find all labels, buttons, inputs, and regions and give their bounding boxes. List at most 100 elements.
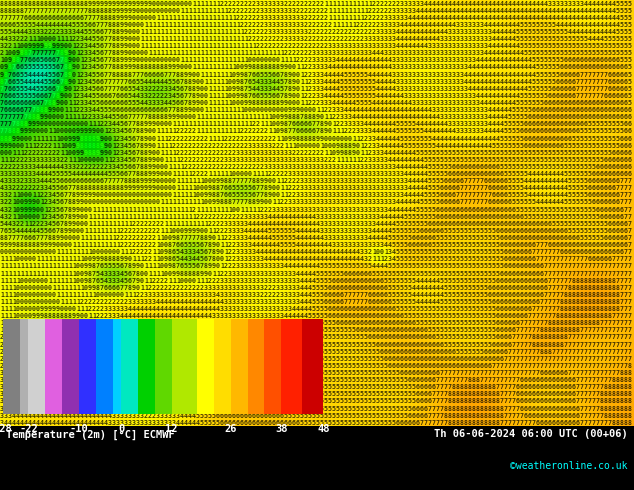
Text: 0: 0 <box>32 214 36 220</box>
Text: 9: 9 <box>0 143 4 148</box>
Text: 0: 0 <box>156 199 160 205</box>
Text: 5: 5 <box>488 264 492 270</box>
Text: 2: 2 <box>212 221 216 227</box>
Text: 6: 6 <box>388 320 392 326</box>
Text: 5: 5 <box>108 264 112 270</box>
Text: 7: 7 <box>540 299 544 305</box>
Text: 5: 5 <box>524 214 528 220</box>
Text: 6: 6 <box>216 413 220 418</box>
Text: 3: 3 <box>436 100 440 106</box>
Text: 8: 8 <box>288 79 292 85</box>
Text: 9: 9 <box>24 327 28 333</box>
Text: 1: 1 <box>36 264 40 270</box>
Text: 6: 6 <box>400 320 404 326</box>
Text: 6: 6 <box>596 100 600 106</box>
Text: 3: 3 <box>416 0 420 6</box>
Text: 9: 9 <box>172 270 176 276</box>
Text: 2: 2 <box>320 43 324 49</box>
Text: 7: 7 <box>244 86 248 92</box>
Text: 5: 5 <box>448 264 452 270</box>
Text: 3: 3 <box>284 278 288 284</box>
Text: 4: 4 <box>600 29 604 35</box>
Text: 6: 6 <box>524 235 528 241</box>
Text: 7: 7 <box>584 86 588 92</box>
Text: 1: 1 <box>104 228 108 234</box>
Text: 4: 4 <box>360 57 364 63</box>
Text: 0: 0 <box>132 29 136 35</box>
Text: 6: 6 <box>476 171 480 177</box>
Text: 0: 0 <box>128 29 132 35</box>
Text: 4: 4 <box>224 363 228 369</box>
Text: 3: 3 <box>80 86 84 92</box>
Text: 3: 3 <box>368 185 372 191</box>
Text: 5: 5 <box>572 193 576 198</box>
Text: 9: 9 <box>208 193 212 198</box>
Text: 5: 5 <box>572 157 576 163</box>
Text: 7: 7 <box>40 8 44 14</box>
Text: 1: 1 <box>300 93 304 99</box>
Text: 4: 4 <box>508 65 512 71</box>
Text: 1: 1 <box>224 79 228 85</box>
Text: 4: 4 <box>528 57 532 63</box>
Text: 0: 0 <box>28 285 32 291</box>
Text: 5: 5 <box>308 349 312 355</box>
Text: 4: 4 <box>312 278 316 284</box>
Text: 8: 8 <box>184 270 188 276</box>
Text: 4: 4 <box>340 100 344 106</box>
Text: 0: 0 <box>152 128 156 134</box>
Text: 4: 4 <box>304 264 308 270</box>
Text: 0: 0 <box>344 136 348 142</box>
Text: 8: 8 <box>84 143 88 148</box>
Text: 7: 7 <box>556 349 560 355</box>
Text: 4: 4 <box>64 406 68 412</box>
Text: 0: 0 <box>132 199 136 205</box>
Text: 0: 0 <box>168 57 172 63</box>
Text: 2: 2 <box>144 228 148 234</box>
Text: 6: 6 <box>104 100 108 106</box>
Text: 1: 1 <box>56 143 60 148</box>
Text: 1: 1 <box>92 122 96 127</box>
Text: 9: 9 <box>8 242 12 248</box>
Text: 7: 7 <box>288 122 292 127</box>
Text: 4: 4 <box>208 363 212 369</box>
Text: 8: 8 <box>588 320 592 326</box>
Text: 1: 1 <box>196 0 200 6</box>
Text: 0: 0 <box>296 143 300 148</box>
Text: 4: 4 <box>324 93 328 99</box>
Text: 2: 2 <box>268 207 272 213</box>
Text: 5: 5 <box>332 384 336 390</box>
Text: 5: 5 <box>196 406 200 412</box>
Text: 4: 4 <box>220 356 224 362</box>
Text: 0: 0 <box>116 249 120 255</box>
Text: 7: 7 <box>188 235 192 241</box>
Text: 1: 1 <box>272 128 276 134</box>
Text: 6: 6 <box>560 392 564 397</box>
Text: 2: 2 <box>220 270 224 276</box>
Text: 2: 2 <box>336 122 340 127</box>
Text: 4: 4 <box>440 0 444 6</box>
Text: 4: 4 <box>60 420 64 426</box>
Text: 4: 4 <box>416 8 420 14</box>
Text: 1: 1 <box>44 136 48 142</box>
Text: 3: 3 <box>420 86 424 92</box>
Text: 5: 5 <box>156 327 160 333</box>
Text: 4: 4 <box>400 164 404 170</box>
Text: 0: 0 <box>112 292 116 298</box>
Text: 6: 6 <box>52 86 56 92</box>
Text: 8: 8 <box>12 8 16 14</box>
Text: 8: 8 <box>248 199 252 205</box>
Text: 4: 4 <box>88 43 92 49</box>
Text: 2: 2 <box>388 0 392 6</box>
Text: 6: 6 <box>416 242 420 248</box>
Text: 4: 4 <box>452 143 456 148</box>
Text: 0: 0 <box>16 143 20 148</box>
Text: 0: 0 <box>380 249 384 255</box>
Text: 2: 2 <box>112 349 116 355</box>
Text: 8: 8 <box>116 36 120 42</box>
Text: 5: 5 <box>560 29 564 35</box>
Text: 4: 4 <box>168 100 172 106</box>
Text: 7: 7 <box>464 178 468 184</box>
Text: 2: 2 <box>96 313 100 319</box>
Text: 4: 4 <box>216 356 220 362</box>
Text: 7: 7 <box>620 327 624 333</box>
